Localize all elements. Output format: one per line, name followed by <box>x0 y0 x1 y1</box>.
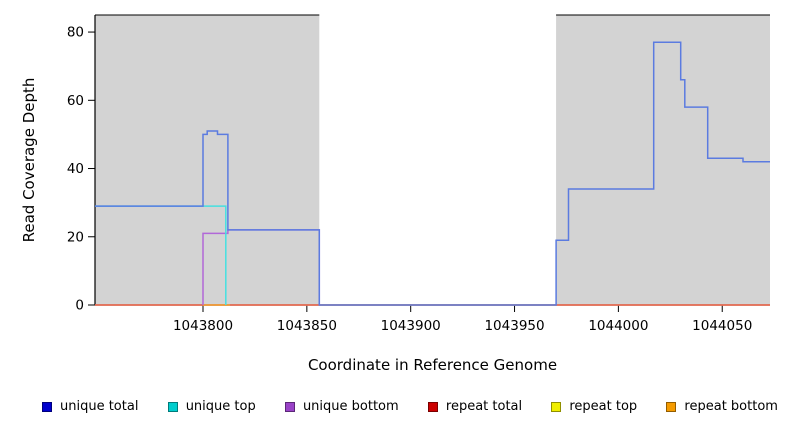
legend-swatch-icon <box>666 401 677 412</box>
legend-item-unique-total: unique total <box>42 399 138 414</box>
legend-label: unique total <box>60 399 139 414</box>
y-tick-label: 20 <box>67 229 84 245</box>
legend-label: repeat top <box>569 399 638 414</box>
x-axis-label: Coordinate in Reference Genome <box>307 356 558 374</box>
legend-swatch-icon <box>284 401 295 412</box>
legend: unique total unique top unique bottom repea… <box>42 399 778 414</box>
legend-label: unique bottom <box>302 399 399 414</box>
legend-item-repeat-bottom: repeat bottom <box>666 399 778 414</box>
shaded-region <box>95 15 320 305</box>
legend-item-repeat-total: repeat total <box>427 399 523 414</box>
legend-item-repeat-top: repeat top <box>551 399 637 414</box>
legend-swatch-icon <box>42 401 52 412</box>
x-tick-label: 1044000 <box>588 318 648 334</box>
x-tick-label: 1043900 <box>381 318 441 334</box>
legend-label: repeat total <box>445 399 523 414</box>
series-unique_total <box>95 41 770 306</box>
legend-item-unique-bottom: unique bottom <box>284 399 399 414</box>
y-tick-label: 0 <box>75 298 84 314</box>
x-tick-label: 1043950 <box>484 318 544 334</box>
y-tick-label: 80 <box>67 25 84 41</box>
y-tick-label: 40 <box>67 161 84 177</box>
legend-swatch-icon <box>427 401 438 412</box>
legend-swatch-icon <box>551 401 562 412</box>
x-tick-label: 1044050 <box>692 318 752 334</box>
legend-label: unique top <box>185 399 256 414</box>
legend-label: repeat bottom <box>684 399 778 414</box>
x-tick-label: 1043800 <box>173 318 233 334</box>
x-tick-label: 1043850 <box>277 318 337 334</box>
legend-swatch-icon <box>167 401 178 412</box>
y-tick-label: 60 <box>67 93 84 109</box>
legend-item-unique-top: unique top <box>167 399 256 414</box>
shaded-region <box>556 15 770 305</box>
